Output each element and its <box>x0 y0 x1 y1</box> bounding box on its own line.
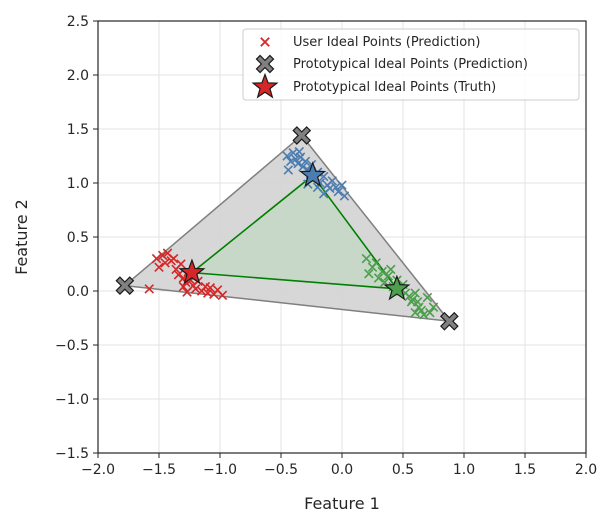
legend-label-user-points: User Ideal Points (Prediction) <box>293 35 480 50</box>
y-tick-label: 1.0 <box>67 176 89 192</box>
y-axis-title: Feature 2 <box>12 199 31 275</box>
y-tick-label: 0.5 <box>67 230 89 246</box>
x-tick-label: 1.0 <box>453 462 475 478</box>
y-tick-label: −1.0 <box>55 392 89 408</box>
legend-label-prototype-truth: Prototypical Ideal Points (Truth) <box>293 80 496 95</box>
x-tick-label: 0.0 <box>331 462 353 478</box>
legend-label-prototype-prediction: Prototypical Ideal Points (Prediction) <box>293 57 528 72</box>
x-tick-label: 0.5 <box>392 462 414 478</box>
x-axis-title: Feature 1 <box>304 494 380 513</box>
x-tick-label: −2.0 <box>81 462 115 478</box>
legend: User Ideal Points (Prediction) Prototypi… <box>243 29 579 100</box>
x-tick-label: 1.5 <box>514 462 536 478</box>
y-tick-label: 0.0 <box>67 284 89 300</box>
y-tick-label: 2.0 <box>67 68 89 84</box>
x-tick-label: −1.5 <box>142 462 176 478</box>
x-tick-label: 2.0 <box>575 462 597 478</box>
x-tick-label: −1.0 <box>203 462 237 478</box>
y-tick-label: 2.5 <box>67 14 89 30</box>
x-tick-label: −0.5 <box>264 462 298 478</box>
y-tick-label: −1.5 <box>55 446 89 462</box>
y-tick-label: −0.5 <box>55 338 89 354</box>
y-tick-label: 1.5 <box>67 122 89 138</box>
